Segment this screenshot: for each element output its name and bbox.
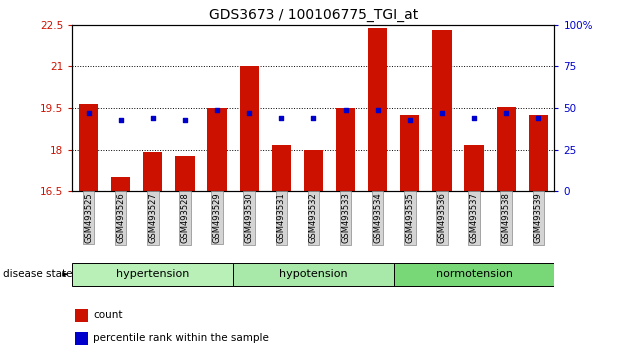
Text: normotension: normotension <box>435 269 513 279</box>
Text: GSM493533: GSM493533 <box>341 193 350 244</box>
Text: GSM493530: GSM493530 <box>244 193 254 243</box>
Point <box>244 110 254 116</box>
Text: GSM493537: GSM493537 <box>469 193 479 244</box>
Text: GSM493529: GSM493529 <box>212 193 222 243</box>
Text: GSM493536: GSM493536 <box>437 193 447 244</box>
Bar <box>143 152 163 191</box>
Point <box>372 107 382 113</box>
Text: GSM493527: GSM493527 <box>148 193 158 243</box>
Bar <box>111 177 130 191</box>
Text: GSM493532: GSM493532 <box>309 193 318 243</box>
Bar <box>336 108 355 191</box>
Bar <box>400 115 420 191</box>
Point <box>180 117 190 122</box>
Point <box>276 115 286 121</box>
Point <box>116 117 126 122</box>
Bar <box>75 332 88 345</box>
Bar <box>239 67 259 191</box>
Text: GSM493534: GSM493534 <box>373 193 382 243</box>
Text: GSM493531: GSM493531 <box>277 193 286 243</box>
Bar <box>432 30 452 191</box>
Text: count: count <box>93 310 122 320</box>
Point <box>340 107 350 113</box>
Point <box>533 115 543 121</box>
Bar <box>72 263 233 285</box>
Text: GSM493526: GSM493526 <box>116 193 125 243</box>
Title: GDS3673 / 100106775_TGI_at: GDS3673 / 100106775_TGI_at <box>209 8 418 22</box>
Text: hypertension: hypertension <box>116 269 190 279</box>
Text: disease state: disease state <box>3 269 72 279</box>
Bar <box>368 28 387 191</box>
Bar <box>394 263 554 285</box>
Text: hypotension: hypotension <box>279 269 348 279</box>
Point <box>469 115 479 121</box>
Point <box>147 115 158 121</box>
Point <box>501 110 511 116</box>
Bar <box>175 156 195 191</box>
Bar <box>529 115 548 191</box>
Bar <box>496 107 516 191</box>
Point <box>404 117 415 122</box>
Point <box>212 107 222 113</box>
Text: GSM493525: GSM493525 <box>84 193 93 243</box>
Text: percentile rank within the sample: percentile rank within the sample <box>93 333 269 343</box>
Text: GSM493528: GSM493528 <box>180 193 190 243</box>
Bar <box>75 309 88 322</box>
Text: GSM493538: GSM493538 <box>501 193 511 244</box>
Bar <box>304 150 323 191</box>
Text: GSM493535: GSM493535 <box>405 193 415 243</box>
Point <box>308 115 318 121</box>
Text: GSM493539: GSM493539 <box>534 193 543 243</box>
Point <box>83 110 94 116</box>
Bar <box>272 145 291 191</box>
Bar <box>207 108 227 191</box>
Point <box>437 110 447 116</box>
Bar <box>79 104 98 191</box>
Bar <box>233 263 394 285</box>
Bar <box>464 145 484 191</box>
